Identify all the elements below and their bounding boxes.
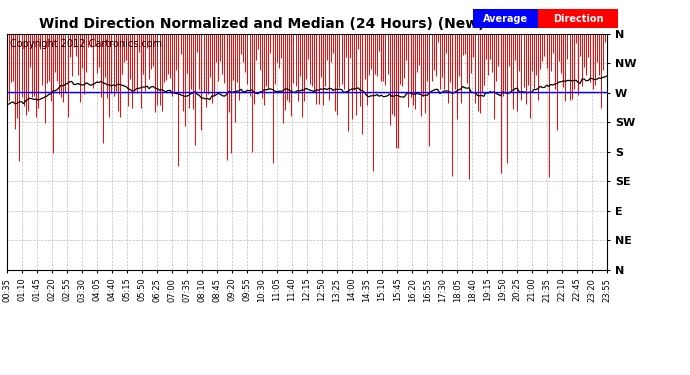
Text: Copyright 2012 Cartronics.com: Copyright 2012 Cartronics.com — [10, 39, 162, 50]
Text: Direction: Direction — [553, 14, 603, 24]
Text: Wind Direction Normalized and Median (24 Hours) (New) 20121112: Wind Direction Normalized and Median (24… — [39, 17, 568, 31]
Text: Average: Average — [483, 14, 528, 24]
